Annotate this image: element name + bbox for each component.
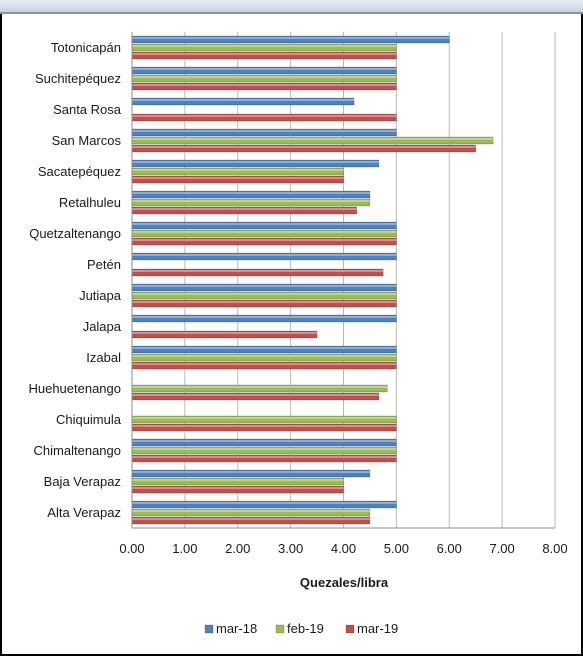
bar-highlight bbox=[132, 425, 397, 427]
category-label: Quetzaltenango bbox=[29, 226, 121, 241]
x-tick-label: 8.00 bbox=[542, 541, 567, 556]
category-label: Sacatepéquez bbox=[38, 164, 121, 179]
x-tick-label: 3.00 bbox=[278, 541, 303, 556]
legend-swatch-feb-19 bbox=[275, 624, 285, 634]
bar-highlight bbox=[132, 84, 397, 86]
bar-highlight bbox=[132, 456, 397, 458]
bar-highlight bbox=[132, 285, 397, 287]
category-label: Retalhuleu bbox=[59, 195, 121, 210]
x-tick-label: 0.00 bbox=[119, 541, 144, 556]
bar-highlight bbox=[132, 138, 494, 140]
bar-highlight bbox=[132, 394, 379, 396]
top-band bbox=[0, 0, 583, 12]
bar-highlight bbox=[132, 417, 397, 419]
category-label: Suchitepéquez bbox=[35, 71, 121, 86]
bar-highlight bbox=[132, 37, 450, 39]
category-label: Chiquimula bbox=[56, 412, 122, 427]
x-tick-label: 4.00 bbox=[331, 541, 356, 556]
bars bbox=[131, 35, 494, 525]
category-label: San Marcos bbox=[52, 133, 122, 148]
bar-highlight bbox=[132, 231, 397, 233]
bar-highlight bbox=[132, 440, 397, 442]
x-axis-title: Quezales/libra bbox=[300, 575, 389, 590]
bar-highlight bbox=[132, 479, 344, 481]
category-labels: Totonicapán Suchitepéquez Santa Rosa San Ma… bbox=[28, 40, 121, 520]
category-label: Izabal bbox=[86, 350, 121, 365]
bar-highlight bbox=[132, 223, 397, 225]
bar-highlight bbox=[132, 471, 370, 473]
bar-highlight bbox=[132, 161, 379, 163]
bar-highlight bbox=[132, 502, 397, 504]
x-tick-labels: 0.00 1.00 2.00 3.00 4.00 5.00 6.00 7.00 8.00 bbox=[119, 541, 567, 556]
category-label: Chimaltenango bbox=[34, 443, 121, 458]
axes bbox=[131, 32, 555, 529]
x-tick-label: 7.00 bbox=[489, 541, 514, 556]
legend-label-mar-18: mar-18 bbox=[216, 621, 257, 636]
legend-swatch-mar-19 bbox=[345, 624, 355, 634]
legend-label-mar-19: mar-19 bbox=[357, 621, 398, 636]
category-label: Alta Verapaz bbox=[47, 505, 121, 520]
x-tick-label: 2.00 bbox=[225, 541, 250, 556]
bar-highlight bbox=[132, 347, 397, 349]
bar-highlight bbox=[132, 487, 344, 489]
category-label: Santa Rosa bbox=[53, 102, 122, 117]
bar-highlight bbox=[132, 130, 397, 132]
bar-highlight bbox=[132, 169, 344, 171]
x-tick-label: 6.00 bbox=[437, 541, 462, 556]
category-label: Baja Verapaz bbox=[44, 474, 121, 489]
bar-highlight bbox=[132, 68, 397, 70]
category-label: Jutiapa bbox=[79, 288, 122, 303]
bar-highlight bbox=[132, 146, 476, 148]
bar-highlight bbox=[132, 177, 344, 179]
bar-highlight bbox=[132, 53, 397, 55]
category-label: Totonicapán bbox=[51, 40, 121, 55]
bar-highlight bbox=[132, 355, 397, 357]
bar-highlight bbox=[132, 332, 318, 334]
bar-highlight bbox=[132, 448, 397, 450]
bar-highlight bbox=[132, 200, 370, 202]
bar-highlight bbox=[132, 99, 355, 101]
x-tick-label: 1.00 bbox=[172, 541, 197, 556]
legend-swatch-mar-18 bbox=[204, 624, 214, 634]
x-tick-label: 5.00 bbox=[384, 541, 409, 556]
category-label: Huehuetenango bbox=[28, 381, 121, 396]
bar-highlight bbox=[132, 510, 370, 512]
category-label: Petén bbox=[87, 257, 121, 272]
legend: mar-18 feb-19 mar-19 bbox=[204, 621, 398, 636]
legend-label-feb-19: feb-19 bbox=[287, 621, 324, 636]
category-label: Jalapa bbox=[83, 319, 122, 334]
bar-highlight bbox=[132, 192, 370, 194]
top-rule bbox=[0, 12, 583, 14]
bar-highlight bbox=[132, 316, 397, 318]
bar-highlight bbox=[132, 76, 397, 78]
bar-highlight bbox=[132, 270, 384, 272]
bar-highlight bbox=[132, 293, 397, 295]
bar-highlight bbox=[132, 301, 397, 303]
bar-highlight bbox=[132, 239, 397, 241]
bar-highlight bbox=[132, 208, 357, 210]
bar-highlight bbox=[132, 386, 388, 388]
bar-highlight bbox=[132, 45, 397, 47]
bar-highlight bbox=[132, 363, 397, 365]
bar-highlight bbox=[132, 518, 370, 520]
bar-highlight bbox=[132, 115, 397, 117]
bar-highlight bbox=[132, 254, 397, 256]
